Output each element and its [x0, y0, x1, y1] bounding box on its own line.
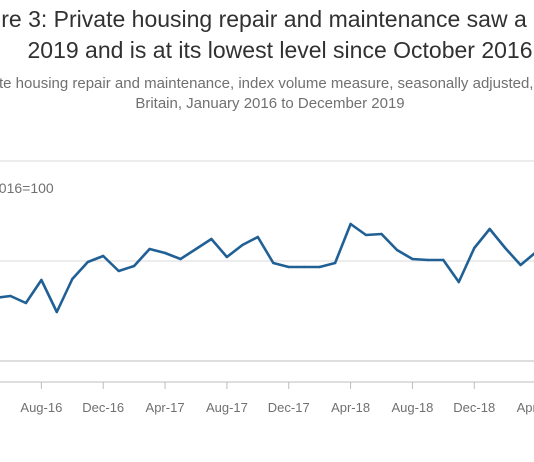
data-point [411, 257, 414, 261]
data-point [504, 246, 507, 250]
x-tick-label: Apr-18 [331, 400, 370, 415]
data-point [55, 310, 58, 314]
x-tick-label: Apr-17 [146, 400, 185, 415]
x-tick-label: Dec-18 [453, 400, 495, 415]
data-point [225, 255, 229, 259]
data-point [395, 248, 399, 252]
data-point [163, 251, 167, 255]
series-layer [0, 222, 534, 314]
chart-title-line-1: re 3: Private housing repair and mainten… [1, 6, 534, 32]
x-tick-label: Apr-19 [517, 400, 534, 415]
x-axis: Aug-16 Dec-16 Apr-17 Aug-17 Dec-17 Apr-18 Aug-… [20, 382, 534, 415]
data-point [117, 269, 120, 273]
data-point [488, 227, 491, 231]
data-point [380, 232, 383, 236]
y-axis-label: 2016=100 [0, 180, 54, 196]
chart-subtitle-line-2: Britain, January 2016 to December 2019 [135, 95, 405, 112]
chart-subtitle-line-1: Private housing repair and maintenance, … [0, 75, 534, 92]
data-point [132, 264, 136, 268]
x-tick-label: Dec-16 [82, 400, 124, 415]
x-tick-label: Dec-17 [268, 400, 310, 415]
data-point [473, 246, 476, 250]
data-point [241, 243, 244, 247]
data-point [272, 261, 275, 265]
data-point [9, 294, 12, 298]
data-point [333, 261, 337, 265]
data-point [303, 265, 306, 269]
x-tick-label: Aug-18 [391, 400, 433, 415]
data-point [364, 233, 368, 237]
data-point [24, 301, 28, 305]
data-point [102, 254, 105, 258]
chart-title-line-2: 2019 and is at its lowest level since Oc… [27, 37, 533, 63]
data-point [86, 260, 90, 264]
data-point [71, 277, 74, 281]
data-point [318, 265, 321, 269]
data-point [519, 263, 522, 267]
data-point [442, 258, 445, 262]
data-point [194, 247, 198, 251]
data-point [40, 278, 43, 282]
data-point [349, 222, 352, 226]
x-tick-label: Aug-17 [206, 400, 248, 415]
x-tick-label: Aug-16 [20, 400, 62, 415]
data-point [287, 265, 290, 269]
data-point [457, 280, 460, 284]
data-point [210, 237, 213, 241]
data-point [179, 257, 182, 261]
series-line [0, 222, 534, 314]
data-point [426, 258, 430, 262]
data-point [148, 247, 151, 251]
data-point [256, 235, 259, 239]
